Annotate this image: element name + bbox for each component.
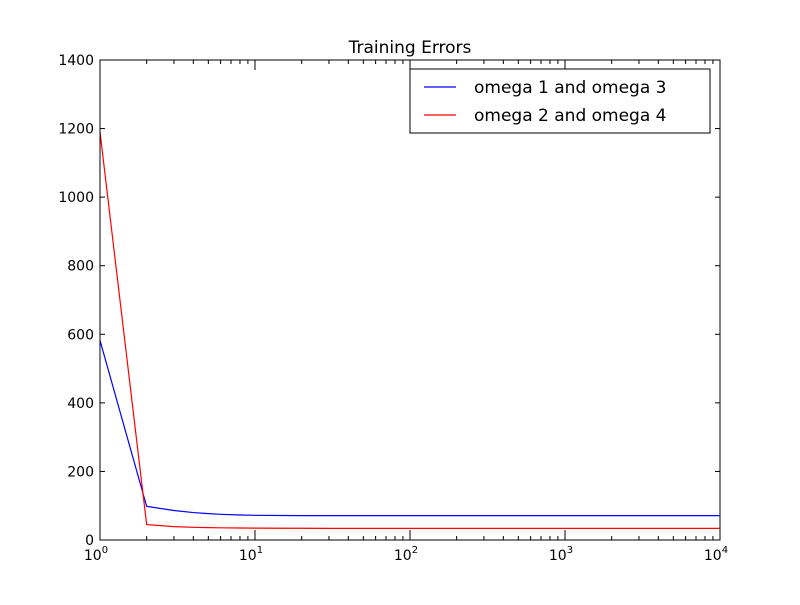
chart-title: Training Errors xyxy=(348,38,472,58)
x-tick-label: 102 xyxy=(394,545,418,564)
legend-label-2: omega 2 and omega 4 xyxy=(474,106,667,126)
x-tick-label: 104 xyxy=(704,545,728,564)
y-tick-label: 1400 xyxy=(58,53,94,69)
y-tick-label: 400 xyxy=(67,396,94,412)
y-tick-label: 600 xyxy=(67,327,94,343)
y-tick-label: 0 xyxy=(85,533,94,549)
x-tick-label: 101 xyxy=(239,545,263,564)
legend: omega 1 and omega 3 omega 2 and omega 4 xyxy=(409,68,711,134)
y-tick-label: 800 xyxy=(67,259,94,275)
y-tick-label: 200 xyxy=(67,464,94,480)
x-tick-label: 100 xyxy=(84,545,108,564)
legend-box xyxy=(409,68,711,134)
y-tick-label: 1200 xyxy=(58,122,94,138)
legend-label-1: omega 1 and omega 3 xyxy=(474,78,667,98)
series-line-2 xyxy=(100,131,720,529)
series-line-1 xyxy=(100,340,720,517)
x-tick-label: 103 xyxy=(549,545,573,564)
plot-area: 0 200 400 600 800 1000 1200 1400 100 101 102 103 104… xyxy=(58,53,728,564)
y-tick-label: 1000 xyxy=(58,190,94,206)
